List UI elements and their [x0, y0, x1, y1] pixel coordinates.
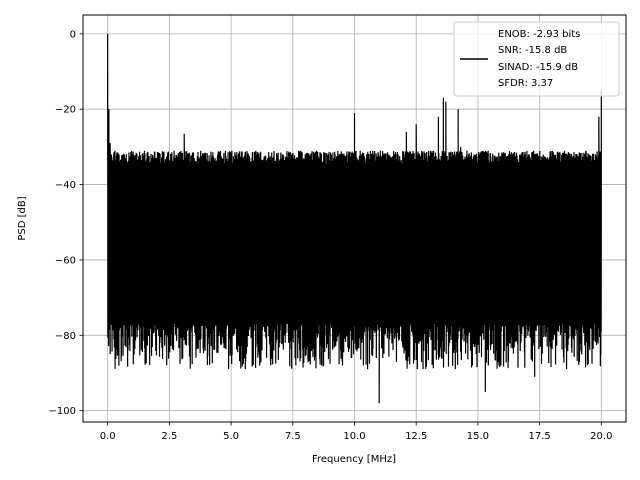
legend-box — [453, 21, 620, 97]
x-tick-label: 12.5 — [405, 431, 427, 442]
psd-trace — [107, 33, 602, 404]
x-axis-label: Frequency [MHz] — [312, 454, 396, 465]
legend-snr: SNR: -15.8 dB — [498, 45, 567, 56]
x-tick-label: 0.0 — [100, 431, 116, 442]
y-tick-label: −40 — [55, 180, 76, 191]
x-axis: 0.0 2.5 5.0 7.5 10.0 12.5 15.0 17.5 20.0 — [100, 422, 612, 442]
x-tick-label: 15.0 — [467, 431, 489, 442]
y-axis-label: PSD [dB] — [17, 196, 28, 240]
legend-sinad: SINAD: -15.9 dB — [498, 62, 578, 73]
x-tick-label: 17.5 — [528, 431, 550, 442]
legend: ENOB: -2.93 bits SNR: -15.8 dB SINAD: -1… — [453, 21, 620, 97]
y-tick-label: −60 — [55, 255, 76, 266]
x-tick-label: 7.5 — [285, 431, 301, 442]
legend-enob: ENOB: -2.93 bits — [498, 29, 580, 40]
x-tick-label: 2.5 — [161, 431, 177, 442]
y-tick-label: −100 — [49, 406, 76, 417]
y-tick-label: −80 — [55, 331, 76, 342]
legend-sfdr: SFDR: 3.37 — [498, 78, 553, 89]
series-psd — [107, 33, 602, 404]
x-tick-label: 5.0 — [223, 431, 239, 442]
y-axis: 0 −20 −40 −60 −80 −100 — [49, 29, 83, 417]
y-tick-label: 0 — [70, 29, 76, 40]
y-tick-label: −20 — [55, 105, 76, 116]
x-tick-label: 20.0 — [590, 431, 612, 442]
x-tick-label: 10.0 — [343, 431, 365, 442]
